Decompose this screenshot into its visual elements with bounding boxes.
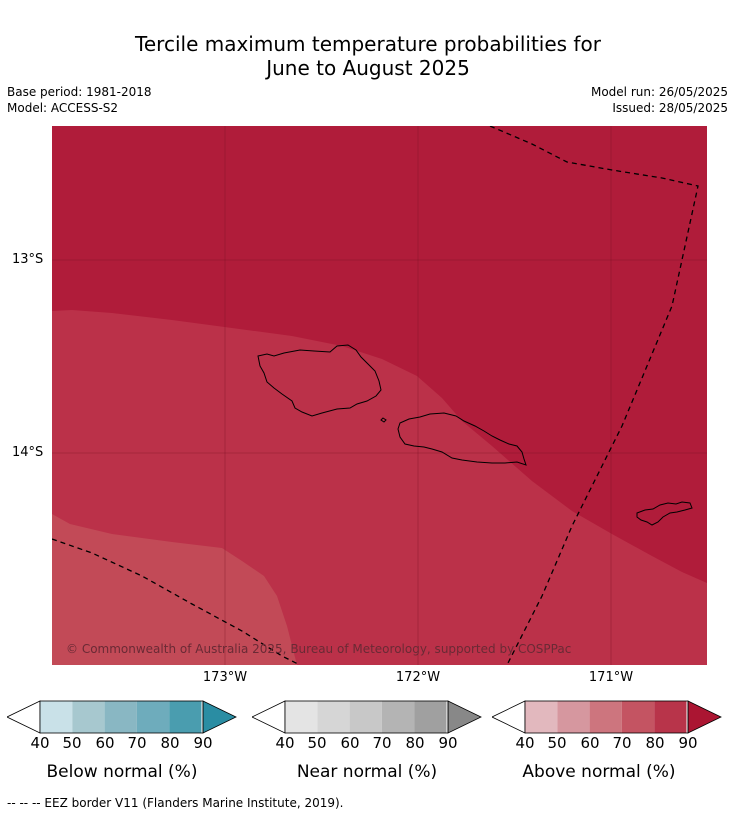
coastlines [257, 344, 693, 526]
colorbar-above-normal [492, 700, 722, 734]
legend-title-above-normal: Above normal (%) [522, 762, 676, 782]
ticks-below-normal: 40 50 60 70 80 90 [7, 734, 237, 754]
tick-90: 90 [438, 734, 458, 752]
zone-above-70 [52, 514, 297, 665]
copyright-notice: © Commonwealth of Australia 2025, Bureau… [66, 642, 572, 656]
issued-date: Issued: 28/05/2025 [612, 101, 728, 115]
colorbar-segment-40 [285, 701, 318, 733]
ticks-above-normal: 40 50 60 70 80 90 [492, 734, 722, 754]
island-upolu [397, 412, 527, 466]
tick-40: 40 [275, 734, 295, 752]
tick-80: 80 [405, 734, 425, 752]
tick-70: 70 [127, 734, 147, 752]
map-title: Tercile maximum temperature probabilitie… [0, 32, 736, 80]
colorbar-segment-90 [688, 701, 721, 733]
island-tutuila [636, 501, 693, 526]
legend-near-normal: 40 50 60 70 80 90 Near normal (%) [252, 700, 482, 782]
tick-70: 70 [612, 734, 632, 752]
tick-60: 60 [580, 734, 600, 752]
colorbar-segment-40 [525, 701, 558, 733]
title-line-2: June to August 2025 [266, 56, 470, 80]
colorbar-segment-70 [136, 701, 170, 733]
lat-label-13s: 13°S [12, 252, 44, 267]
tick-90: 90 [193, 734, 213, 752]
legend-title-near-normal: Near normal (%) [296, 762, 438, 782]
colorbar-segment-60 [589, 701, 622, 733]
tick-40: 40 [515, 734, 535, 752]
ticks-near-normal: 40 50 60 70 80 90 [252, 734, 482, 754]
legend-above-normal: 40 50 60 70 80 90 Above normal (%) [492, 700, 722, 782]
tick-90: 90 [678, 734, 698, 752]
map-panel[interactable] [52, 126, 707, 665]
colorbar-segment-50 [72, 701, 105, 733]
tick-80: 80 [160, 734, 180, 752]
tick-50: 50 [62, 734, 82, 752]
meta-right: Model run: 26/05/2025 Issued: 28/05/2025 [591, 84, 728, 116]
island-savaii [257, 344, 382, 417]
eez-footnote: -- -- -- EEZ border V11 (Flanders Marine… [7, 796, 344, 810]
lat-label-14s: 14°S [12, 445, 44, 460]
map-canvas [52, 126, 707, 665]
eez-border [52, 126, 699, 665]
base-period: Base period: 1981-2018 [7, 85, 152, 99]
title-line-1: Tercile maximum temperature probabilitie… [135, 32, 601, 56]
colorbar-segment-80 [654, 701, 687, 733]
graticule [52, 126, 707, 665]
colorbar-segment-50 [317, 701, 350, 733]
colorbar-segment-70 [621, 701, 655, 733]
colorbar-segment-90 [203, 701, 236, 733]
colorbar-segment-60 [104, 701, 137, 733]
colorbar-segment-80 [169, 701, 202, 733]
island-manono [380, 417, 387, 423]
tick-60: 60 [340, 734, 360, 752]
tick-60: 60 [95, 734, 115, 752]
colorbar-segment-50 [557, 701, 590, 733]
tick-40: 40 [30, 734, 50, 752]
colorbar-segment-90 [448, 701, 481, 733]
colorbar-near-normal [252, 700, 482, 734]
colorbar-segment-40 [40, 701, 73, 733]
tick-80: 80 [645, 734, 665, 752]
colorbar-segment-80 [414, 701, 447, 733]
legend-title-below-normal: Below normal (%) [46, 762, 198, 782]
tick-50: 50 [307, 734, 327, 752]
legend-below-normal: 40 50 60 70 80 90 Below normal (%) [7, 700, 237, 782]
colorbar-below-normal [7, 700, 237, 734]
tick-70: 70 [372, 734, 392, 752]
meta-left: Base period: 1981-2018 Model: ACCESS-S2 [7, 84, 152, 116]
lon-label-173w: 173°W [202, 670, 248, 685]
tick-50: 50 [547, 734, 567, 752]
lon-label-171w: 171°W [588, 670, 634, 685]
lon-label-172w: 172°W [395, 670, 441, 685]
colorbar-segment-60 [349, 701, 382, 733]
colorbar-segment-70 [381, 701, 415, 733]
model-run: Model run: 26/05/2025 [590, 85, 728, 99]
model-name: Model: ACCESS-S2 [7, 101, 119, 115]
